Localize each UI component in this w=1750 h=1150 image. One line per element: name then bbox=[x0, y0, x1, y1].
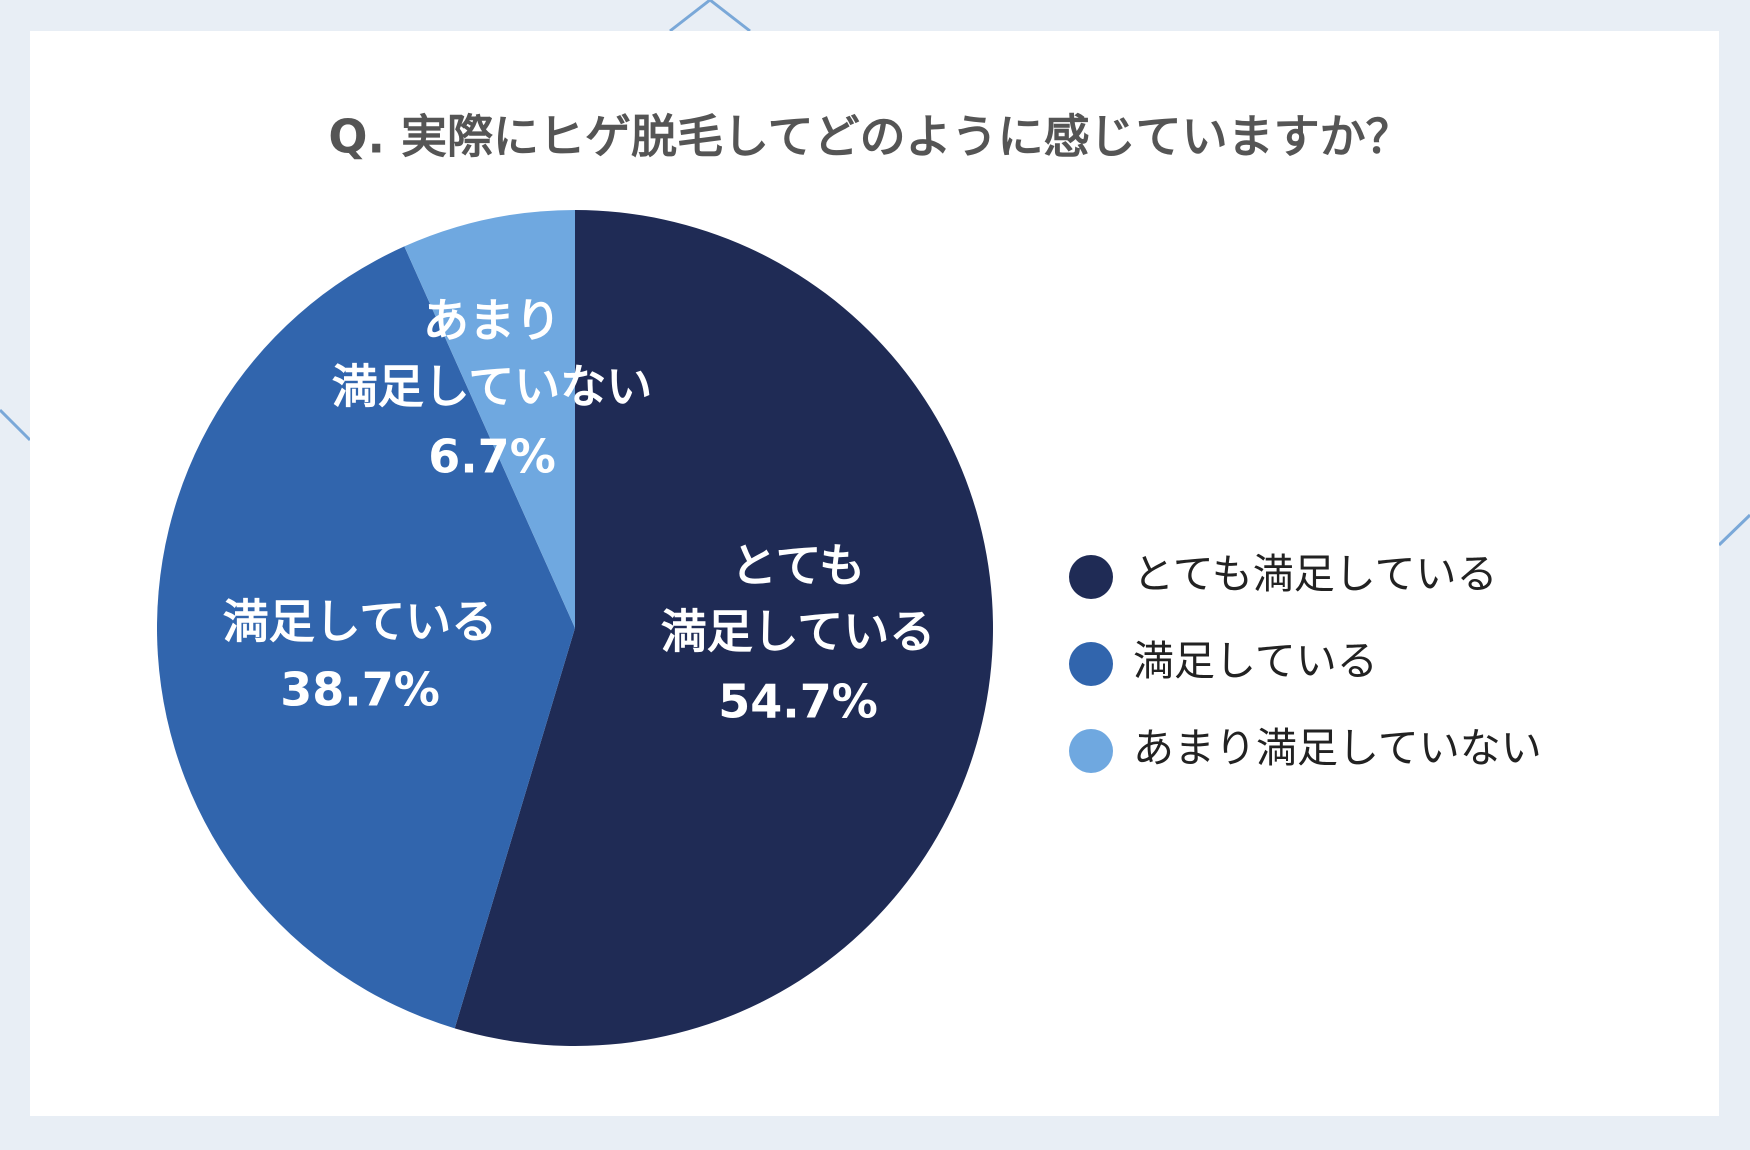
legend-text: あまり満足していない bbox=[1133, 724, 1542, 772]
slice-label: 満足している bbox=[661, 605, 936, 659]
decoration bbox=[0, 408, 32, 442]
legend-text: とても満足している bbox=[1133, 550, 1498, 598]
slice-label: あまり bbox=[423, 294, 561, 348]
value-label: 38.7% bbox=[280, 663, 440, 717]
chart-title: Q. 実際にヒゲ脱毛してどのように感じていますか？ bbox=[328, 110, 1411, 164]
slice-label: 満足していない bbox=[332, 360, 653, 414]
slice-label: 満足している bbox=[223, 595, 498, 649]
pie-slice bbox=[404, 210, 575, 628]
legend-marker bbox=[1069, 729, 1113, 773]
decoration bbox=[669, 0, 751, 33]
pie bbox=[157, 210, 994, 1046]
pie-slice bbox=[157, 246, 575, 1029]
pie-slice bbox=[454, 210, 994, 1046]
decoration bbox=[1717, 513, 1750, 547]
slice-label: とても bbox=[731, 539, 865, 593]
value-label: 54.7% bbox=[718, 675, 878, 729]
legend-text: 満足している bbox=[1133, 637, 1378, 685]
value-label: 6.7% bbox=[428, 430, 556, 484]
slice-labels: とても満足している 54.7% 満足している 38.7% あまり満足していない 6.7% bbox=[223, 294, 936, 729]
legend-marker bbox=[1069, 642, 1113, 686]
legend-marker bbox=[1069, 555, 1113, 599]
